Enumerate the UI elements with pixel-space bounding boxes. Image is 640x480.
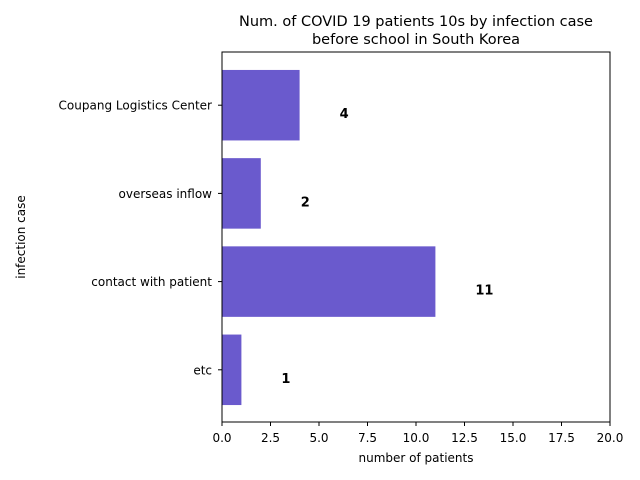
y-axis-ticks: etc contact with patient overseas inflow Co… bbox=[59, 99, 222, 377]
bar bbox=[222, 334, 242, 406]
bar bbox=[222, 246, 436, 317]
x-tick-label: 5.0 bbox=[309, 431, 328, 445]
y-tick-label: Coupang Logistics Center bbox=[59, 99, 213, 113]
x-tick-label: 12.5 bbox=[451, 431, 478, 445]
x-tick-label: 17.5 bbox=[548, 431, 575, 445]
x-tick-label: 20.0 bbox=[597, 431, 624, 445]
y-tick-label: etc bbox=[193, 363, 212, 377]
x-axis-label: number of patients bbox=[359, 451, 474, 465]
chart-title-line-1: Num. of COVID 19 patients 10s by infecti… bbox=[239, 14, 593, 30]
x-tick-label: 2.5 bbox=[261, 431, 280, 445]
x-tick-label: 7.5 bbox=[358, 431, 377, 445]
chart-title-line-2: before school in South Korea bbox=[312, 32, 520, 48]
data-label: 1 bbox=[281, 372, 290, 387]
y-axis-label: infection case bbox=[14, 195, 28, 279]
x-axis-ticks: 0.0 2.5 5.0 7.5 10.0 12.5 15.0 17.5 20.0 bbox=[212, 422, 623, 445]
bar bbox=[222, 69, 300, 141]
bar bbox=[222, 158, 261, 229]
x-tick-label: 15.0 bbox=[500, 431, 527, 445]
data-label: 4 bbox=[340, 107, 349, 122]
data-label: 11 bbox=[475, 284, 493, 299]
x-tick-label: 10.0 bbox=[403, 431, 430, 445]
data-label: 2 bbox=[301, 195, 310, 210]
bars-group bbox=[222, 69, 436, 406]
y-tick-label: contact with patient bbox=[91, 275, 212, 289]
y-tick-label: overseas inflow bbox=[119, 187, 213, 201]
x-tick-label: 0.0 bbox=[212, 431, 231, 445]
